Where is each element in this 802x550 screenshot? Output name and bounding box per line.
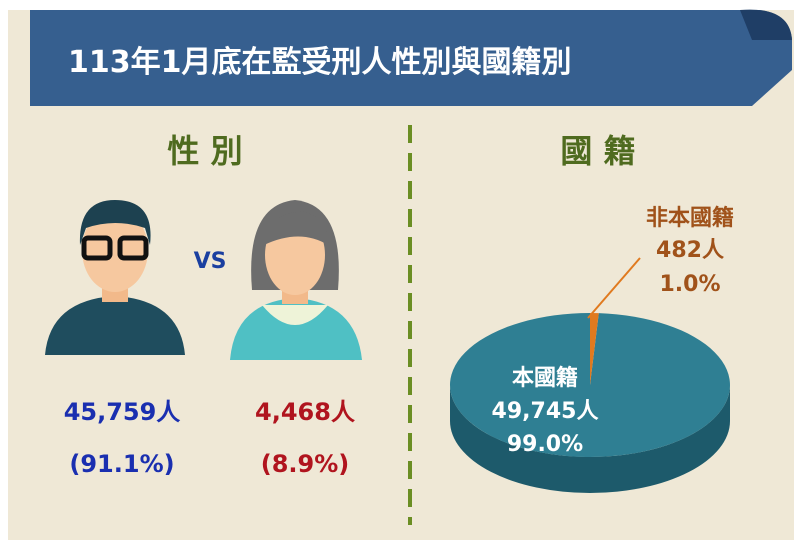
male-share: (91.1%): [69, 450, 174, 478]
nationality-title: 國 籍: [560, 132, 635, 170]
female-count: 4,468人: [255, 398, 355, 426]
female-share: (8.9%): [261, 450, 350, 478]
male-count: 45,759人: [64, 398, 181, 426]
slice-percent: 1.0%: [659, 272, 720, 297]
slice-count: 49,745人: [492, 399, 599, 424]
title: 113年1月底在監受刑人性別與國籍別: [68, 45, 572, 80]
slice-count: 482人: [656, 238, 724, 263]
slice-name: 非本國籍: [646, 205, 734, 231]
infographic: 113年1月底在監受刑人性別與國籍別 性 別 國 籍 VS 45,759人 (9…: [0, 0, 802, 546]
vs-label: VS: [194, 249, 227, 274]
gender-title: 性 別: [167, 132, 242, 170]
slice-percent: 99.0%: [507, 432, 583, 457]
slice-name: 本國籍: [512, 365, 578, 391]
pie-slice: [450, 313, 730, 457]
